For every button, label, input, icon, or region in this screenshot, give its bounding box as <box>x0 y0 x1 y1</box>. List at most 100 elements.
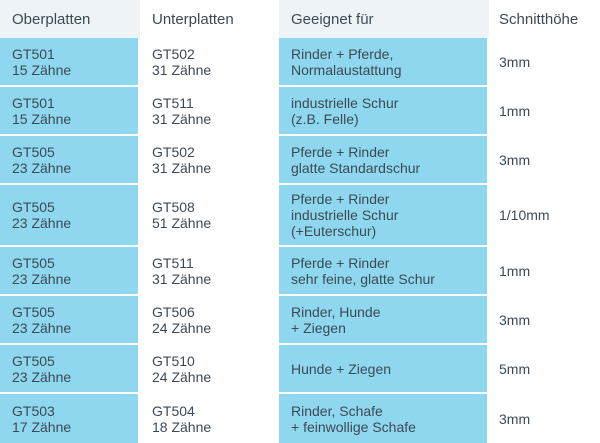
cell-geeignet-fuer: Rinder, Hunde + Ziegen <box>279 296 489 345</box>
cell-unterplatte-line: 18 Zähne <box>152 418 212 435</box>
cell-unterplatte-line: 31 Zähne <box>152 110 212 127</box>
cell-schnitthoehe-value: 1/10mm <box>499 207 550 223</box>
cell-oberplatte-line: GT501 <box>12 94 55 111</box>
cell-oberplatte-line: GT505 <box>12 254 55 271</box>
cell-geeignet-fuer-line: sehr feine, glatte Schur <box>291 270 435 287</box>
table-header: Oberplatten Unterplatten Geeignet für Sc… <box>0 0 600 38</box>
table-row: GT505 23 Zähne GT508 51 Zähne Pferde + Rinde… <box>0 185 600 247</box>
cell-schnitthoehe-value: 5mm <box>499 360 531 377</box>
cell-schnitthoehe: 1mm <box>489 247 600 296</box>
cell-oberplatte: GT501 15 Zähne <box>0 87 140 136</box>
cell-geeignet-fuer-line: Pferde + Rinder <box>291 191 390 207</box>
cell-schnitthoehe: 3mm <box>489 136 600 185</box>
cell-unterplatte-line: GT511 <box>152 94 194 111</box>
table-body: GT501 15 Zähne GT502 31 Zähne Rinder + Pferd… <box>0 38 600 443</box>
header-schnitthoehe: Schnitthöhe <box>489 0 600 38</box>
cell-unterplatte: GT511 31 Zähne <box>140 87 279 136</box>
cell-oberplatte: GT505 23 Zähne <box>0 296 140 345</box>
header-geeignet-fuer: Geeignet für <box>279 0 489 38</box>
cell-oberplatte-line: GT505 <box>12 303 55 320</box>
cell-unterplatte-line: GT510 <box>152 352 195 369</box>
cell-geeignet-fuer-line: + feinwollige Schafe <box>291 418 416 435</box>
cell-unterplatte-line: GT504 <box>152 402 195 419</box>
cell-oberplatte-line: GT503 <box>12 402 55 419</box>
cell-schnitthoehe-value: 3mm <box>499 311 531 328</box>
cell-oberplatte-line: GT505 <box>12 143 55 160</box>
cell-geeignet-fuer: Rinder, Schafe + feinwollige Schafe <box>279 394 489 443</box>
cell-unterplatte-line: GT506 <box>152 303 195 320</box>
cell-oberplatte-line: GT501 <box>12 45 55 62</box>
table-row: GT505 23 Zähne GT510 24 Zähne Hunde + Ziegen… <box>0 345 600 394</box>
cell-geeignet-fuer-line: (z.B. Felle) <box>291 110 359 127</box>
cell-geeignet-fuer-line: industrielle Schur <box>291 207 399 223</box>
table-row: GT505 23 Zähne GT502 31 Zähne Pferde + Rinde… <box>0 136 600 185</box>
cell-geeignet-fuer: Hunde + Ziegen <box>279 345 489 394</box>
cell-oberplatte: GT503 17 Zähne <box>0 394 140 443</box>
header-row: Oberplatten Unterplatten Geeignet für Sc… <box>0 0 600 38</box>
cell-schnitthoehe: 5mm <box>489 345 600 394</box>
cell-unterplatte-line: 51 Zähne <box>152 215 212 231</box>
table-row: GT503 17 Zähne GT504 18 Zähne Rinder, Schafe… <box>0 394 600 443</box>
cell-schnitthoehe: 3mm <box>489 38 600 87</box>
cell-geeignet-fuer-line: Hunde + Ziegen <box>291 360 392 377</box>
table-row: GT501 15 Zähne GT502 31 Zähne Rinder + Pferd… <box>0 38 600 87</box>
cell-unterplatte-line: GT508 <box>152 199 195 215</box>
cell-geeignet-fuer: Pferde + Rinder industrielle Schur (+Euter… <box>279 185 489 247</box>
cell-unterplatte-line: 31 Zähne <box>152 159 212 176</box>
cell-unterplatte: GT511 31 Zähne <box>140 247 279 296</box>
cell-oberplatte-line: 23 Zähne <box>12 159 72 176</box>
cell-oberplatte: GT505 23 Zähne <box>0 185 140 247</box>
cell-unterplatte-line: 31 Zähne <box>152 270 212 287</box>
cell-geeignet-fuer: Rinder + Pferde, Normalaustattung <box>279 38 489 87</box>
cell-oberplatte: GT505 23 Zähne <box>0 345 140 394</box>
cell-unterplatte-line: 24 Zähne <box>152 319 212 336</box>
cell-unterplatte: GT502 31 Zähne <box>140 136 279 185</box>
cell-geeignet-fuer: industrielle Schur (z.B. Felle) <box>279 87 489 136</box>
table-row: GT505 23 Zähne GT511 31 Zähne Pferde + Rinde… <box>0 247 600 296</box>
cell-oberplatte-line: GT505 <box>12 199 55 215</box>
cell-schnitthoehe: 1/10mm <box>489 185 600 247</box>
cell-schnitthoehe-value: 3mm <box>499 53 531 70</box>
cell-unterplatte: GT510 24 Zähne <box>140 345 279 394</box>
cell-oberplatte-line: 23 Zähne <box>12 319 72 336</box>
cell-geeignet-fuer-line: Pferde + Rinder <box>291 254 390 271</box>
cell-unterplatte: GT504 18 Zähne <box>140 394 279 443</box>
cell-oberplatte-line: 23 Zähne <box>12 368 72 385</box>
cell-schnitthoehe: 3mm <box>489 394 600 443</box>
cell-geeignet-fuer-line: glatte Standardschur <box>291 159 421 176</box>
cell-unterplatte-line: GT511 <box>152 254 194 271</box>
cell-geeignet-fuer-line: Rinder + Pferde, <box>291 45 394 62</box>
cell-geeignet-fuer-line: industrielle Schur <box>291 94 399 111</box>
cell-oberplatte-line: 17 Zähne <box>12 418 72 435</box>
cell-unterplatte-line: GT502 <box>152 143 195 160</box>
cell-oberplatte: GT505 23 Zähne <box>0 247 140 296</box>
cell-unterplatte: GT506 24 Zähne <box>140 296 279 345</box>
cell-unterplatte: GT508 51 Zähne <box>140 185 279 247</box>
cell-geeignet-fuer-line: Pferde + Rinder <box>291 143 390 160</box>
cell-unterplatte: GT502 31 Zähne <box>140 38 279 87</box>
header-oberplatten: Oberplatten <box>0 0 140 38</box>
cell-oberplatte: GT501 15 Zähne <box>0 38 140 87</box>
cell-oberplatte: GT505 23 Zähne <box>0 136 140 185</box>
cell-geeignet-fuer-line: Rinder, Schafe <box>291 402 383 419</box>
table-row: GT501 15 Zähne GT511 31 Zähne industrielle S… <box>0 87 600 136</box>
cell-geeignet-fuer: Pferde + Rinder sehr feine, glatte Schur <box>279 247 489 296</box>
cell-oberplatte-line: GT505 <box>12 352 55 369</box>
header-unterplatten: Unterplatten <box>140 0 279 38</box>
cell-geeignet-fuer: Pferde + Rinder glatte Standardschur <box>279 136 489 185</box>
cell-unterplatte-line: 24 Zähne <box>152 368 212 385</box>
cell-schnitthoehe-value: 3mm <box>499 151 531 168</box>
cell-unterplatte-line: 31 Zähne <box>152 61 212 78</box>
cell-geeignet-fuer-line: Normalaustattung <box>291 61 402 78</box>
cell-schnitthoehe-value: 1mm <box>499 102 531 119</box>
cell-schnitthoehe-value: 1mm <box>499 262 531 279</box>
cell-oberplatte-line: 15 Zähne <box>12 61 72 78</box>
cell-oberplatte-line: 15 Zähne <box>12 110 72 127</box>
cell-geeignet-fuer-line: Rinder, Hunde <box>291 303 381 320</box>
cell-unterplatte-line: GT502 <box>152 45 195 62</box>
cell-schnitthoehe: 1mm <box>489 87 600 136</box>
table-row: GT505 23 Zähne GT506 24 Zähne Rinder, Hunde +… <box>0 296 600 345</box>
cell-geeignet-fuer-line: + Ziegen <box>291 319 346 336</box>
cell-oberplatte-line: 23 Zähne <box>12 215 72 231</box>
